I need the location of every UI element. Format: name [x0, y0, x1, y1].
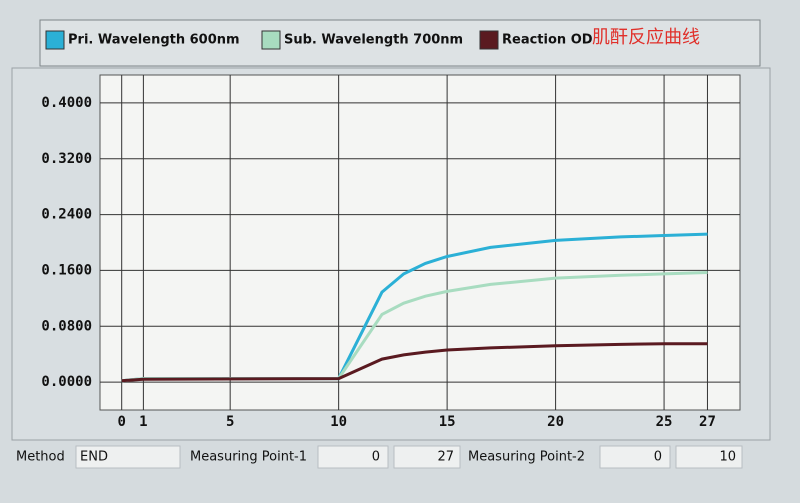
legend-label: Pri. Wavelength 600nm: [68, 33, 240, 48]
series-line: [121, 342, 708, 383]
x-tick-label: 0: [117, 414, 125, 430]
y-tick-label: 0.1600: [41, 262, 92, 278]
legend-swatch: [45, 30, 65, 50]
field[interactable]: [393, 445, 461, 469]
method-label: Method: [16, 450, 65, 465]
legend-swatch: [261, 30, 281, 50]
method-field[interactable]: [75, 445, 181, 469]
x-tick-label: 20: [547, 414, 564, 430]
y-tick-label: 0.0800: [41, 318, 92, 334]
field-value: 0: [372, 450, 380, 465]
legend-label: Reaction OD: [502, 33, 593, 48]
annotation: 肌酐反应曲线: [592, 27, 700, 48]
field[interactable]: [317, 445, 389, 469]
y-tick-label: 0.4000: [41, 95, 92, 111]
plot-area: [99, 74, 741, 411]
field-value: 27: [437, 450, 454, 465]
legend-label: Sub. Wavelength 700nm: [284, 33, 463, 48]
x-tick-label: 15: [439, 414, 456, 430]
field-value: 10: [719, 450, 736, 465]
x-tick-label: 27: [699, 414, 716, 430]
field-value: 0: [654, 450, 662, 465]
y-tick-label: 0.0000: [41, 374, 92, 390]
field-label: Measuring Point-2: [468, 450, 585, 465]
y-tick-label: 0.3200: [41, 151, 92, 167]
legend-box: [39, 19, 761, 67]
x-tick-label: 1: [139, 414, 147, 430]
y-tick-label: 0.2400: [41, 207, 92, 223]
x-tick-label: 10: [330, 414, 347, 430]
method-value: END: [80, 450, 108, 465]
x-tick-label: 25: [656, 414, 673, 430]
field[interactable]: [675, 445, 743, 469]
field-label: Measuring Point-1: [190, 450, 307, 465]
x-tick-label: 5: [226, 414, 234, 430]
legend-swatch: [479, 30, 499, 50]
field[interactable]: [599, 445, 671, 469]
